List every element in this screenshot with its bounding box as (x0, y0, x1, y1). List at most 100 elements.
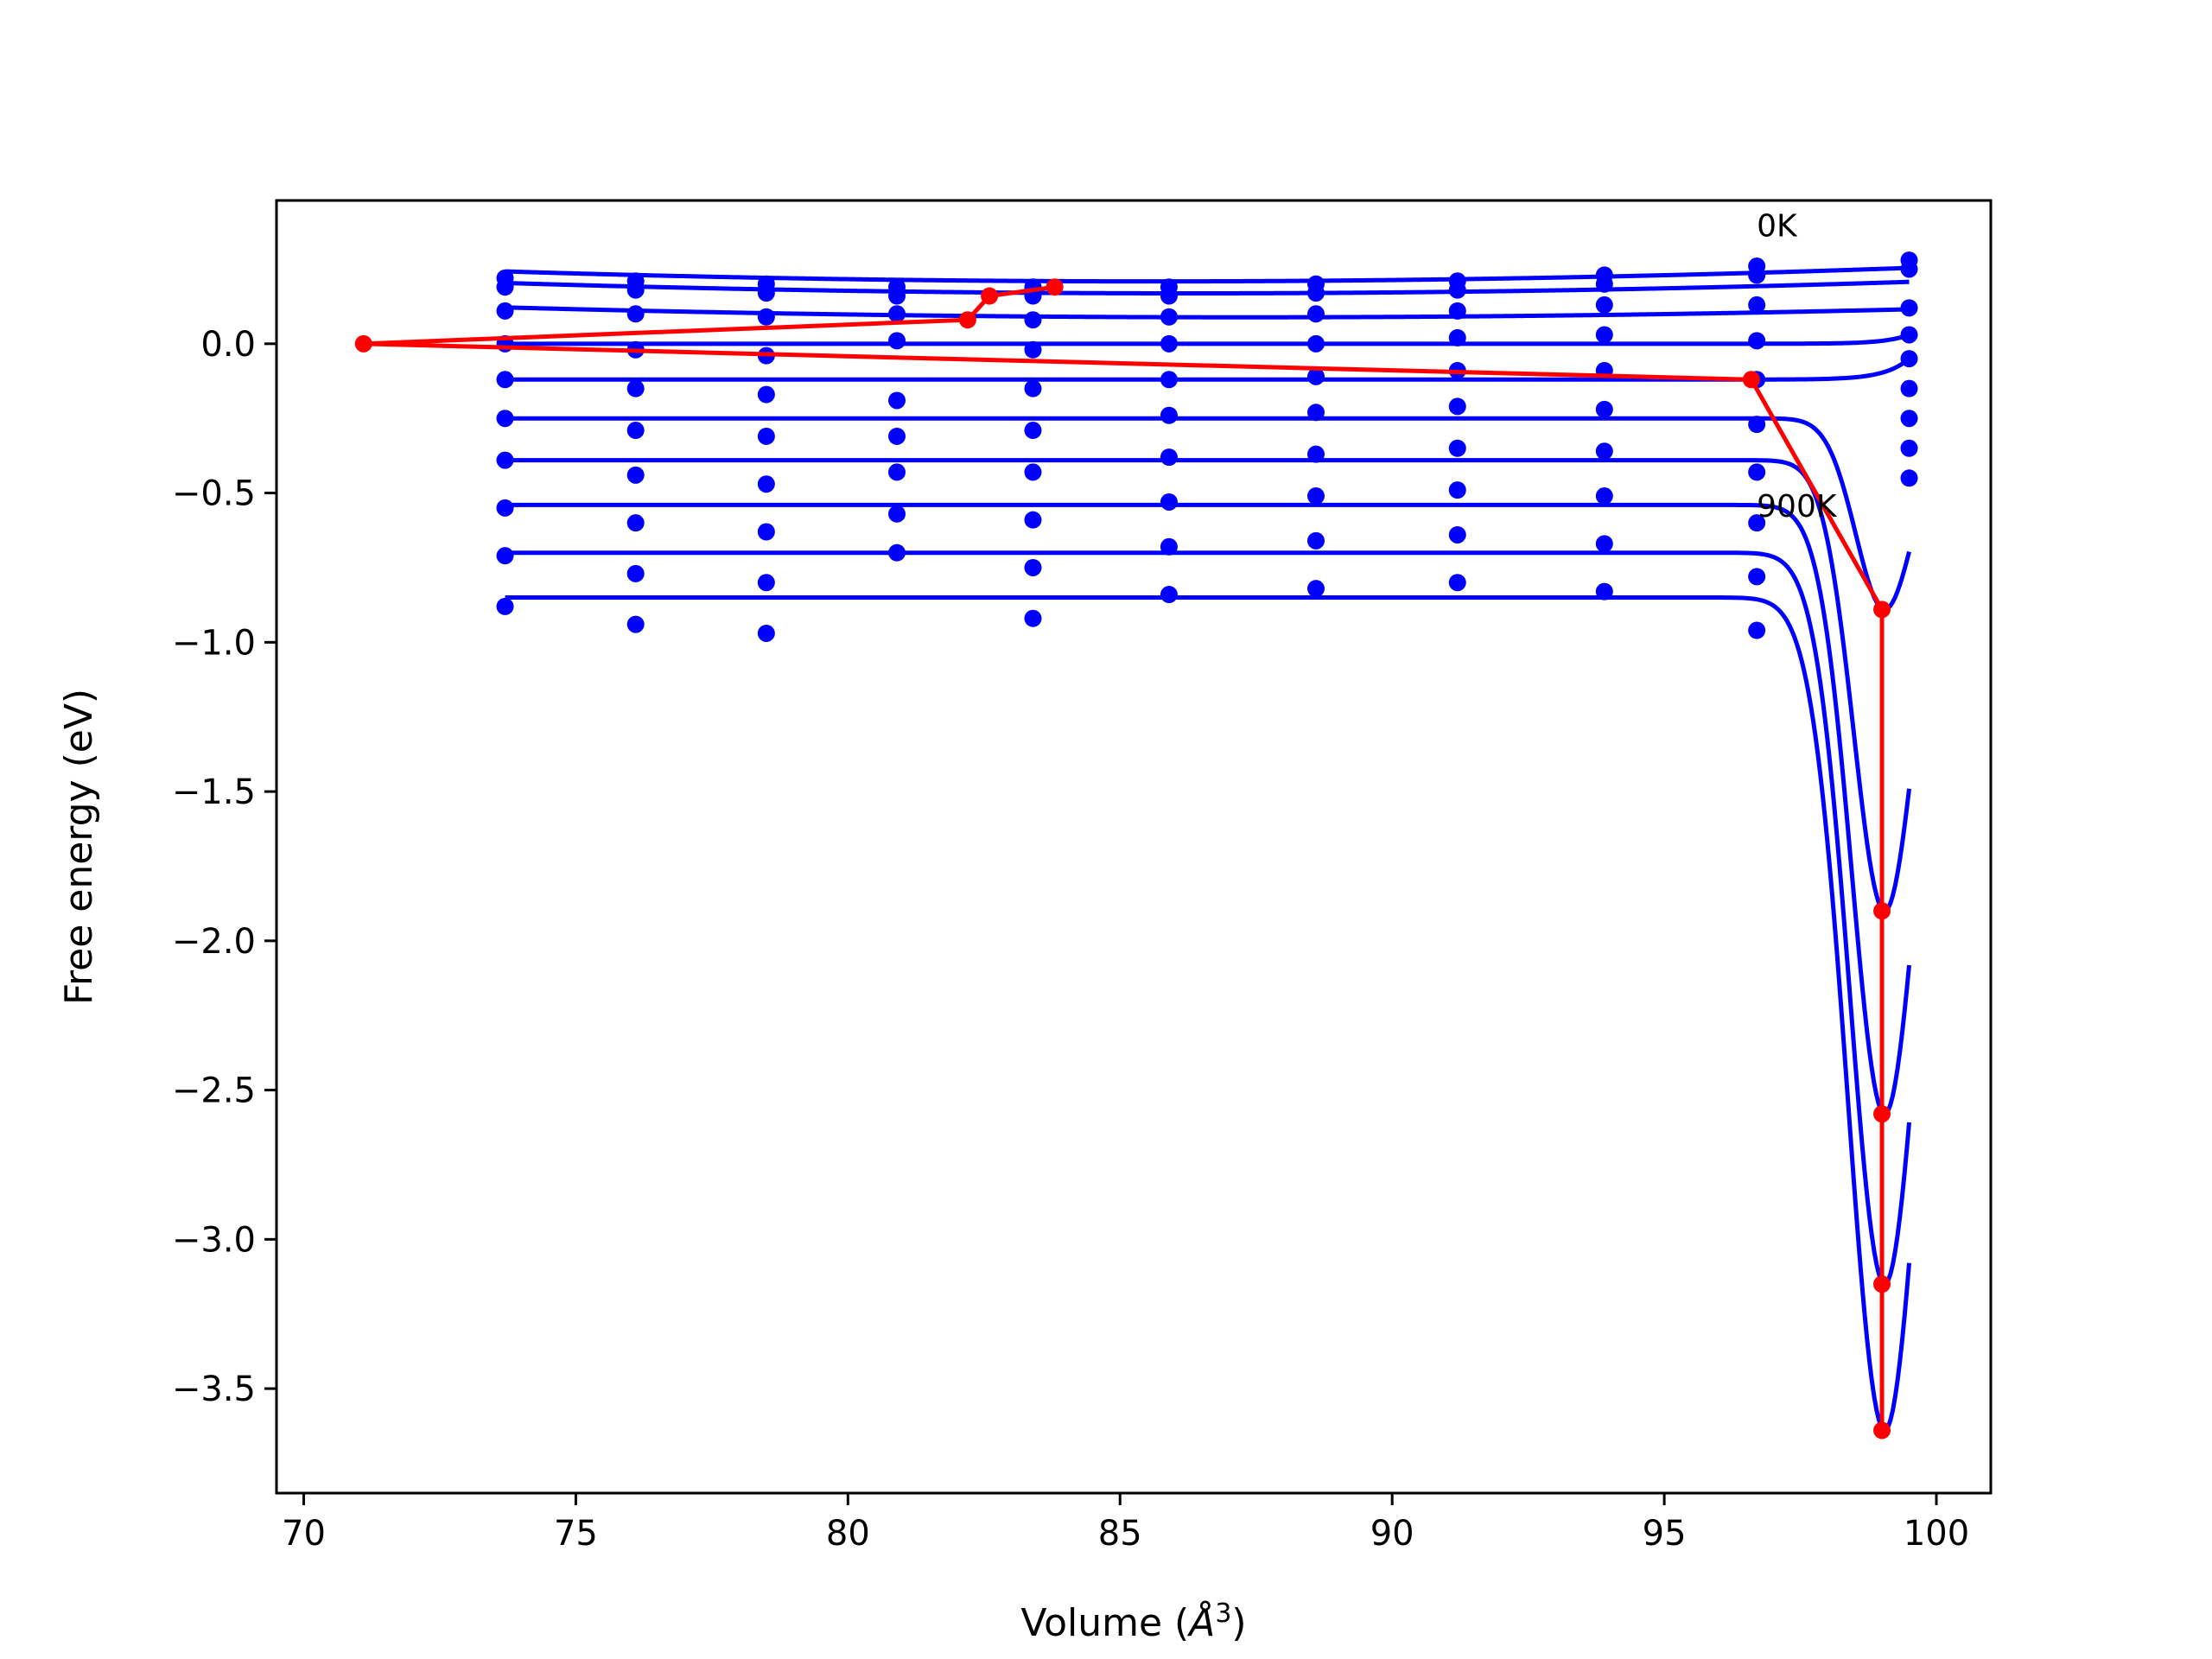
isotherm-point (1900, 260, 1918, 278)
isotherm-point (1306, 531, 1325, 550)
x-tick-label: 75 (554, 1514, 598, 1554)
isotherm-point (496, 499, 514, 517)
isotherm-point (1900, 379, 1918, 397)
isotherm-point (1748, 266, 1766, 284)
isotherm-point (1595, 582, 1613, 601)
isotherm-point (888, 287, 906, 305)
x-tick-label: 100 (1904, 1514, 1969, 1554)
minimum-path-point (1873, 601, 1891, 619)
isotherm-point (888, 505, 906, 523)
isotherm-point (1024, 379, 1042, 397)
isotherm-fit-line (505, 279, 1910, 296)
isotherm-point (1160, 371, 1178, 389)
isotherm-point (1160, 406, 1178, 424)
y-tick-label: −1.0 (172, 623, 256, 663)
minimum-path-point (354, 334, 372, 353)
minimum-path-point (958, 311, 976, 329)
isotherm-point (757, 624, 775, 642)
isotherm-point (757, 523, 775, 541)
isotherm-point (496, 547, 514, 565)
isotherm-point (1448, 302, 1466, 320)
isotherm-point (1900, 410, 1918, 428)
isotherm-point (1748, 568, 1766, 586)
minimum-path-line (363, 284, 1885, 1431)
isotherm-point (1024, 558, 1042, 576)
isotherm-point (626, 564, 645, 582)
minimum-path-point (1873, 902, 1891, 920)
isotherm-fit-line (505, 333, 1910, 346)
isotherm-point (1448, 397, 1466, 416)
y-tick-label: −2.5 (172, 1071, 256, 1111)
isotherm-point (757, 574, 775, 592)
x-axis: 70 75 80 85 90 95 100 (282, 1493, 1969, 1554)
y-tick-label: −3.5 (172, 1370, 256, 1409)
isotherm-point (626, 305, 645, 323)
isotherm-point (626, 615, 645, 633)
isotherm-point (1160, 586, 1178, 604)
isotherm-point (1448, 439, 1466, 457)
isotherm-point (626, 466, 645, 484)
isotherm-point (757, 385, 775, 404)
isotherm-point (1748, 332, 1766, 350)
isotherm-point (1160, 334, 1178, 353)
annotations: 0K 900K (1757, 208, 1838, 524)
isotherm-point (1900, 299, 1918, 317)
x-tick-label: 70 (282, 1514, 326, 1554)
isotherm-fit-line (505, 458, 1912, 913)
plot-frame (275, 199, 1993, 1495)
isotherm-point (1306, 580, 1325, 598)
y-tick-label: −1.5 (172, 772, 256, 812)
isotherm-point (1595, 275, 1613, 293)
minimum-path-point (1742, 371, 1760, 389)
isotherm-point (757, 308, 775, 326)
isotherm-point (1306, 445, 1325, 463)
isotherm-point (1024, 340, 1042, 359)
isotherm-point (757, 284, 775, 302)
isotherm-point (1160, 308, 1178, 326)
isotherm-point (1900, 326, 1918, 344)
minimum-path-point (1873, 1275, 1891, 1294)
x-tick-label: 95 (1643, 1514, 1687, 1554)
y-tick-label: −0.5 (172, 474, 256, 514)
minimum-path-point (981, 287, 999, 305)
isotherm-point (1595, 442, 1613, 461)
isotherm-point (1748, 416, 1766, 434)
isotherm-point (1024, 609, 1042, 627)
isotherm-point (1448, 281, 1466, 299)
isotherm-point (1160, 287, 1178, 305)
isotherm-point (496, 597, 514, 615)
isotherm-point (1160, 448, 1178, 467)
x-tick-label: 90 (1370, 1514, 1414, 1554)
isotherm-fit-line (505, 305, 1910, 320)
isotherm-point (1448, 574, 1466, 592)
isotherm-point (496, 451, 514, 469)
isotherm-point (888, 543, 906, 562)
isotherm-point (1748, 621, 1766, 639)
minimum-path-point (1873, 1421, 1891, 1440)
isotherm-point (626, 281, 645, 299)
isotherm-point (1160, 493, 1178, 511)
isotherm-fit-line (505, 550, 1912, 1287)
minimum-path-point (1873, 1105, 1891, 1123)
y-axis-label: Free energy (eV) (57, 689, 101, 1005)
isotherm-point (1160, 537, 1178, 556)
isotherm-point (888, 463, 906, 481)
isotherm-point (1024, 422, 1042, 440)
y-tick-label: −2.0 (172, 922, 256, 962)
minimum-path-point (1046, 278, 1064, 296)
isotherm-point (1306, 404, 1325, 422)
isotherm-point (888, 427, 906, 445)
isotherm-point (1448, 525, 1466, 543)
isotherm-point (496, 371, 514, 389)
isotherm-fit-line (505, 265, 1910, 284)
plot-area (354, 251, 1918, 1440)
isotherm-point (1595, 400, 1613, 418)
isotherm-point (757, 475, 775, 493)
isotherm-point (757, 427, 775, 445)
isotherm-point (1306, 284, 1325, 302)
isotherm-point (888, 391, 906, 410)
isotherm-point (1306, 305, 1325, 323)
temperature-annotation: 900K (1757, 489, 1838, 524)
